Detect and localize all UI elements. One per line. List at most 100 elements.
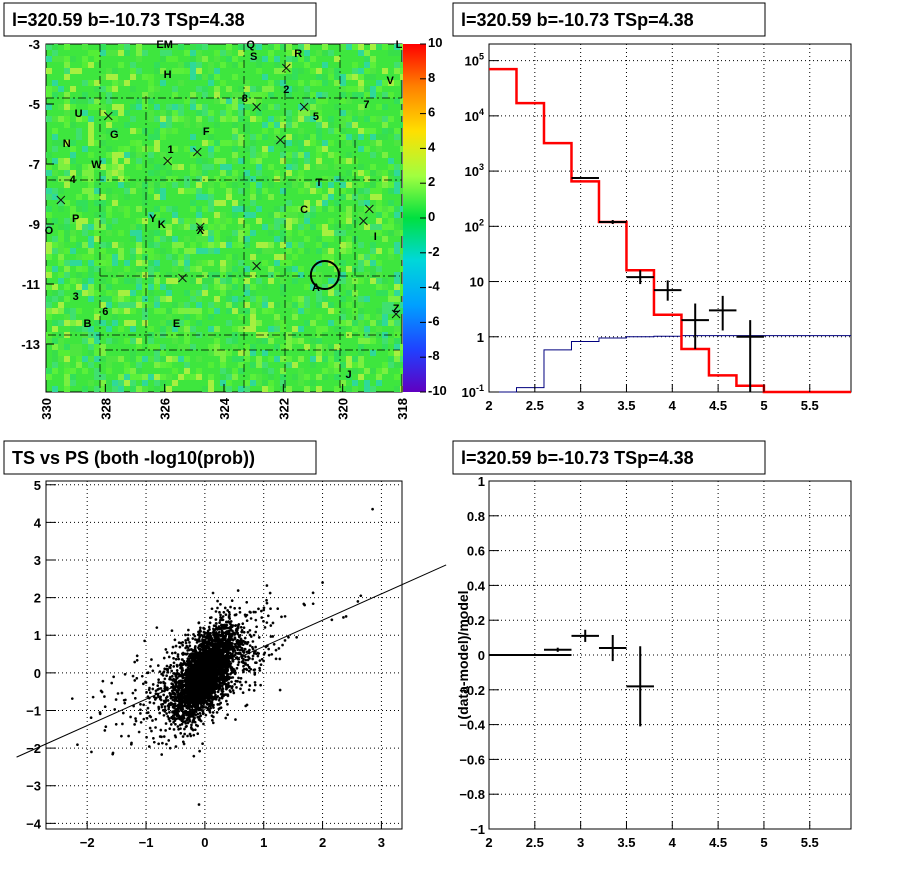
source-label: Y [149, 213, 157, 225]
map-pixel [136, 230, 142, 236]
map-pixel [238, 158, 244, 164]
map-pixel [280, 44, 286, 50]
map-pixel [268, 278, 274, 284]
map-pixel [274, 326, 280, 332]
map-pixel [166, 116, 172, 122]
map-pixel [316, 386, 322, 392]
map-pixel [268, 212, 274, 218]
map-pixel [124, 374, 130, 380]
map-pixel [136, 236, 142, 242]
map-pixel [118, 242, 124, 248]
map-pixel [64, 260, 70, 266]
map-pixel [334, 80, 340, 86]
map-pixel [280, 116, 286, 122]
map-pixel [46, 116, 52, 122]
map-pixel [394, 188, 400, 194]
map-pixel [94, 236, 100, 242]
map-pixel [106, 368, 112, 374]
map-pixel [316, 110, 322, 116]
map-pixel [142, 254, 148, 260]
source-label: EM [156, 39, 173, 51]
map-pixel [280, 356, 286, 362]
map-pixel [298, 338, 304, 344]
map-pixel [130, 74, 136, 80]
map-pixel [154, 86, 160, 92]
map-pixel [100, 260, 106, 266]
map-pixel [94, 356, 100, 362]
map-pixel [226, 242, 232, 248]
map-pixel [52, 266, 58, 272]
map-pixel [238, 242, 244, 248]
map-pixel [304, 92, 310, 98]
map-pixel [196, 290, 202, 296]
map-pixel [280, 206, 286, 212]
map-pixel [148, 92, 154, 98]
source-label: 2 [283, 84, 289, 96]
map-pixel [316, 326, 322, 332]
map-pixel [346, 140, 352, 146]
map-pixel [292, 182, 298, 188]
map-pixel [166, 254, 172, 260]
map-pixel [160, 218, 166, 224]
map-pixel [334, 74, 340, 80]
map-pixel [280, 344, 286, 350]
map-pixel [124, 80, 130, 86]
map-pixel [100, 242, 106, 248]
residual-xtick-label: 3 [577, 835, 584, 850]
map-pixel [334, 164, 340, 170]
map-pixel [334, 56, 340, 62]
map-pixel [316, 116, 322, 122]
map-pixel [64, 92, 70, 98]
map-pixel [154, 146, 160, 152]
map-pixel [142, 236, 148, 242]
map-pixel [166, 158, 172, 164]
map-pixel [316, 350, 322, 356]
map-pixel [76, 290, 82, 296]
map-pixel [364, 272, 370, 278]
map-pixel [364, 224, 370, 230]
map-pixel [328, 194, 334, 200]
map-pixel [214, 236, 220, 242]
map-pixel [130, 350, 136, 356]
map-pixel [184, 338, 190, 344]
map-pixel [232, 230, 238, 236]
map-pixel [232, 62, 238, 68]
map-pixel [232, 344, 238, 350]
map-pixel [394, 68, 400, 74]
map-pixel [274, 206, 280, 212]
map-pixel [76, 344, 82, 350]
map-pixel [94, 140, 100, 146]
map-pixel [172, 164, 178, 170]
map-pixel [376, 284, 382, 290]
map-pixel [334, 176, 340, 182]
map-pixel [280, 80, 286, 86]
map-pixel [196, 236, 202, 242]
map-pixel [88, 164, 94, 170]
map-pixel [142, 386, 148, 392]
map-region-outlines [46, 44, 402, 392]
map-pixel [328, 302, 334, 308]
map-pixel [208, 146, 214, 152]
map-pixel [52, 134, 58, 140]
map-pixel [298, 104, 304, 110]
map-pixel [202, 56, 208, 62]
map-pixel [64, 230, 70, 236]
colorbar-tick-label: 10 [428, 35, 442, 50]
map-pixel [340, 296, 346, 302]
map-pixel [136, 248, 142, 254]
map-pixel [148, 248, 154, 254]
map-pixel [64, 56, 70, 62]
map-pixel [244, 182, 250, 188]
map-pixel [316, 224, 322, 230]
map-pixel [142, 272, 148, 278]
map-pixel [376, 380, 382, 386]
map-pixel [178, 356, 184, 362]
map-pixel [208, 128, 214, 134]
map-pixel [244, 80, 250, 86]
map-pixel [316, 122, 322, 128]
map-pixel [184, 374, 190, 380]
map-pixel [160, 224, 166, 230]
map-pixel [70, 218, 76, 224]
